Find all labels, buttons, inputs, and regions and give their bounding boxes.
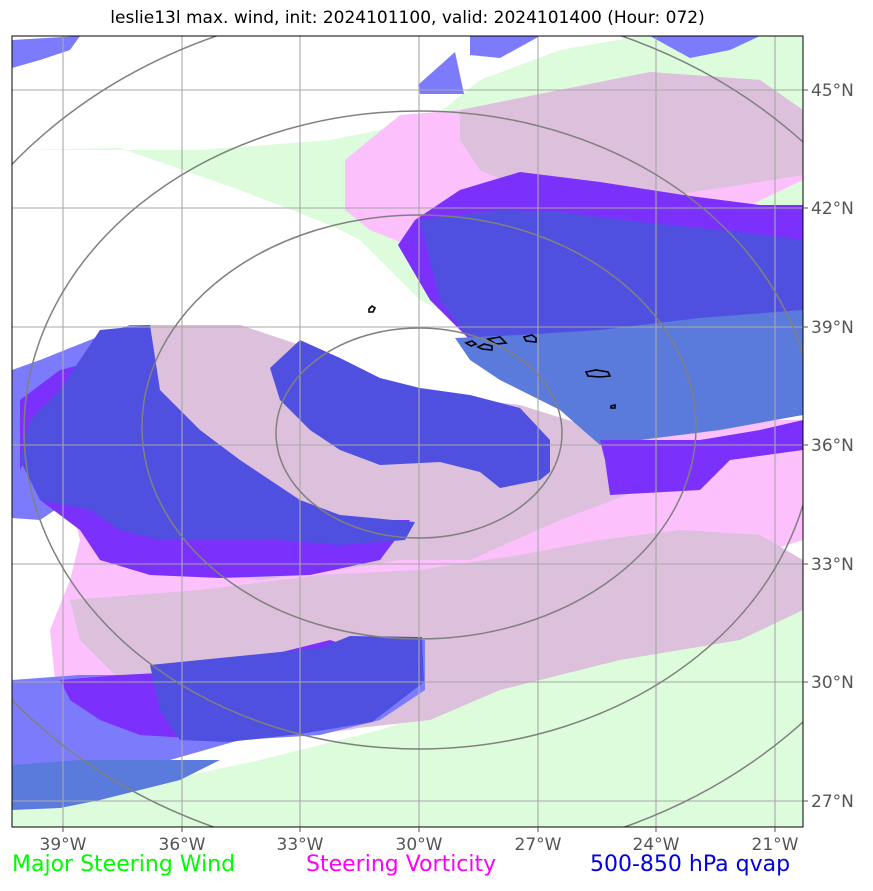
lon-label: 33°W bbox=[277, 835, 324, 855]
lon-label: 39°W bbox=[40, 835, 87, 855]
lat-labels: 45°N 42°N 39°N 36°N 33°N 30°N 27°N bbox=[811, 81, 854, 812]
plot-frame bbox=[11, 35, 804, 828]
max-wind-contours bbox=[368, 304, 616, 409]
lat-label: 30°N bbox=[811, 673, 854, 693]
lon-label: 24°W bbox=[633, 835, 680, 855]
lon-labels: 39°W 36°W 33°W 30°W 27°W 24°W 21°W bbox=[40, 835, 799, 855]
legend-steering-wind: Major Steering Wind bbox=[12, 852, 236, 877]
range-rings bbox=[12, 36, 803, 827]
qvap-field bbox=[12, 36, 803, 810]
map-title: leslie13l max. wind, init: 2024101100, v… bbox=[110, 8, 705, 28]
lon-label: 27°W bbox=[515, 835, 562, 855]
legend-qvap: 500-850 hPa qvap bbox=[590, 852, 791, 877]
lat-label: 27°N bbox=[811, 792, 854, 812]
tick-marks bbox=[62, 89, 808, 832]
lat-label: 45°N bbox=[811, 81, 854, 101]
lat-label: 36°N bbox=[811, 436, 854, 456]
lon-label: 36°W bbox=[159, 835, 206, 855]
legend-steering-vorticity: Steering Vorticity bbox=[306, 852, 497, 877]
map-plot-area bbox=[12, 36, 803, 827]
lon-label: 30°W bbox=[396, 835, 443, 855]
graticule bbox=[12, 36, 803, 827]
lon-label: 21°W bbox=[752, 835, 799, 855]
lat-label: 33°N bbox=[811, 555, 854, 575]
lat-label: 42°N bbox=[811, 199, 854, 219]
lat-label: 39°N bbox=[811, 318, 854, 338]
